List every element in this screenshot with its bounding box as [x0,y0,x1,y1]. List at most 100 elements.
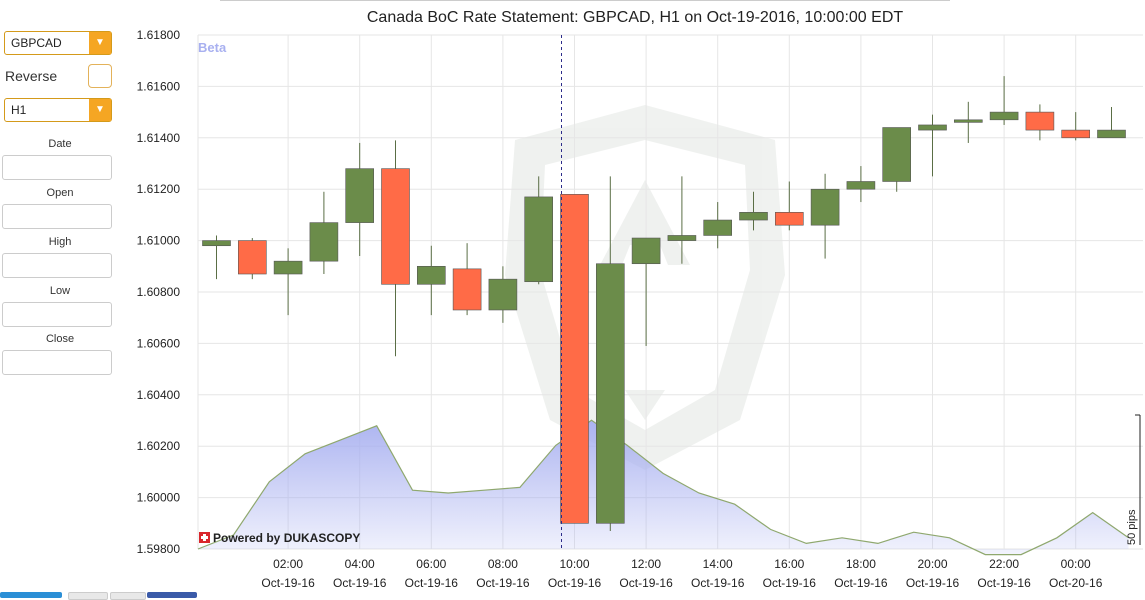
bottom-button-1[interactable] [0,592,62,598]
candle [273,248,303,316]
candle [810,173,840,259]
x-tick-date: Oct-20-16 [1049,576,1103,590]
candle-body [345,168,374,223]
y-tick-label: 1.60000 [137,491,181,505]
candle [631,237,661,346]
x-tick-time: 04:00 [345,557,375,571]
x-tick-date: Oct-19-16 [261,576,315,590]
candle-body [488,278,518,311]
candle [846,166,876,203]
period-value: H1 [11,103,27,117]
x-tick-time: 02:00 [273,557,303,571]
sidebar: GBPCAD ▼ Reverse H1 ▼ Date Open High Low… [0,0,120,596]
chevron-down-icon[interactable]: ▼ [89,99,111,121]
x-tick-time: 14:00 [703,557,733,571]
candle-body [524,196,554,283]
x-tick-date: Oct-19-16 [977,576,1031,590]
y-tick-label: 1.60400 [137,388,181,402]
candle [703,202,733,249]
candle [953,101,983,143]
title-underline [220,0,950,1]
chevron-down-icon[interactable]: ▼ [89,32,111,54]
dukascopy-logo: Powered by DUKASCOPY [199,531,360,545]
beta-badge: Beta [198,40,227,55]
volume-fill [198,420,1129,555]
candles [202,76,1126,532]
pips-label: 50 pips [1126,509,1138,545]
candle-body [1061,129,1091,139]
candle-body [560,194,589,524]
candle-body [1097,129,1126,139]
close-label: Close [45,333,75,345]
candle-body [667,235,697,241]
date-field[interactable] [2,155,112,180]
volume-line [197,419,1129,556]
candle-body [238,240,267,275]
candle-body [273,260,303,275]
candle [989,76,1019,125]
x-tick-date: Oct-19-16 [619,576,673,590]
candle [1061,112,1091,141]
x-tick-time: 12:00 [631,557,661,571]
candle [381,140,410,357]
candle [488,266,518,323]
x-tick-time: 22:00 [989,557,1019,571]
period-select[interactable]: H1 ▼ [4,98,112,122]
high-field[interactable] [2,253,112,278]
candlestick-chart: 1.61800 1.61600 1.61400 1.61200 1.61000 1.608… [137,9,1143,590]
x-tick-time: 00:00 [1061,557,1091,571]
candle-body [882,127,912,182]
y-tick-label: 1.61200 [137,182,181,196]
candle [595,176,625,532]
candle [560,194,589,524]
dukascopy-brand: Powered by DUKASCOPY [213,531,360,545]
x-tick-date: Oct-19-16 [834,576,888,590]
candle-body [953,119,983,123]
y-tick-label: 1.60200 [137,439,181,453]
symbol-select[interactable]: GBPCAD ▼ [4,31,112,55]
low-label: Low [49,285,71,297]
y-tick-label: 1.60600 [137,336,181,350]
bottom-button-2[interactable] [68,592,108,600]
x-axis: 02:00 Oct-19-16 04:00 Oct-19-16 06:00 Oct-19-… [261,557,1102,590]
x-tick-time: 06:00 [416,557,446,571]
open-label: Open [46,187,74,199]
bottom-button-4[interactable] [147,592,197,598]
pips-scale: 50 pips [1126,414,1141,545]
reverse-checkbox[interactable] [88,64,112,88]
candle-body [703,219,733,236]
candle [1025,104,1055,141]
reverse-label: Reverse [5,68,58,84]
y-tick-label: 1.60800 [137,285,181,299]
candle [452,243,482,316]
candle-body [452,268,482,311]
y-axis: 1.61800 1.61600 1.61400 1.61200 1.61000 1.608… [137,28,181,556]
candle [918,114,947,177]
candle [416,245,446,316]
close-field[interactable] [2,350,112,375]
low-field[interactable] [2,302,112,327]
high-label: High [48,236,72,248]
y-tick-label: 1.61000 [137,234,181,248]
candle [309,191,339,275]
open-field[interactable] [2,204,112,229]
x-tick-date: Oct-19-16 [405,576,459,590]
candle [774,181,804,231]
x-tick-time: 08:00 [488,557,518,571]
x-tick-date: Oct-19-16 [691,576,745,590]
candle-body [202,240,231,247]
y-tick-label: 1.61400 [137,131,181,145]
x-tick-time: 10:00 [559,557,589,571]
x-tick-date: Oct-19-16 [476,576,530,590]
candle-body [631,237,661,265]
volume-area [197,419,1129,556]
candle [524,176,554,285]
candle [202,235,231,280]
candle-body [739,212,768,221]
y-tick-label: 1.61600 [137,79,181,93]
chart-title: Canada BoC Rate Statement: GBPCAD, H1 on… [367,9,904,26]
candle-body [989,111,1019,121]
candle [739,191,768,231]
candle-body [774,212,804,226]
candle [1097,106,1126,139]
